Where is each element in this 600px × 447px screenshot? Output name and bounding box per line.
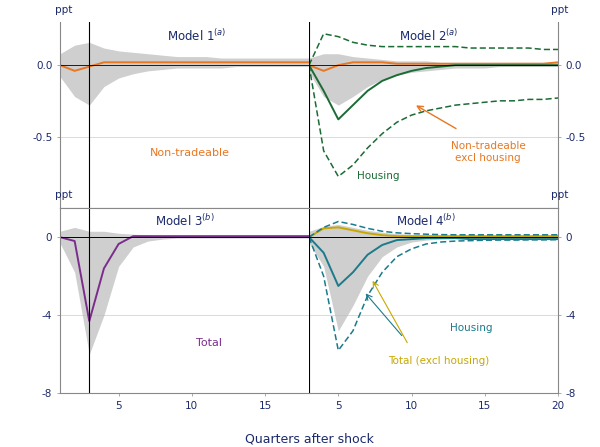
Text: ppt: ppt	[551, 5, 568, 15]
Text: Total: Total	[196, 338, 223, 348]
Text: Quarters after shock: Quarters after shock	[245, 433, 373, 446]
Text: Housing: Housing	[358, 171, 400, 181]
Text: Model 3$^{(b)}$: Model 3$^{(b)}$	[155, 213, 214, 229]
Text: ppt: ppt	[55, 190, 73, 200]
Text: Model 1$^{(a)}$: Model 1$^{(a)}$	[167, 28, 227, 44]
Text: Total (excl housing): Total (excl housing)	[388, 356, 489, 366]
Text: Model 2$^{(a)}$: Model 2$^{(a)}$	[399, 28, 458, 44]
Text: Housing: Housing	[449, 323, 492, 333]
Text: ppt: ppt	[551, 190, 568, 200]
Text: Non-tradeable
excl housing: Non-tradeable excl housing	[451, 141, 526, 163]
Text: ppt: ppt	[55, 5, 73, 15]
Text: Non-tradeable: Non-tradeable	[149, 148, 229, 159]
Text: Model 4$^{(b)}$: Model 4$^{(b)}$	[396, 213, 456, 229]
